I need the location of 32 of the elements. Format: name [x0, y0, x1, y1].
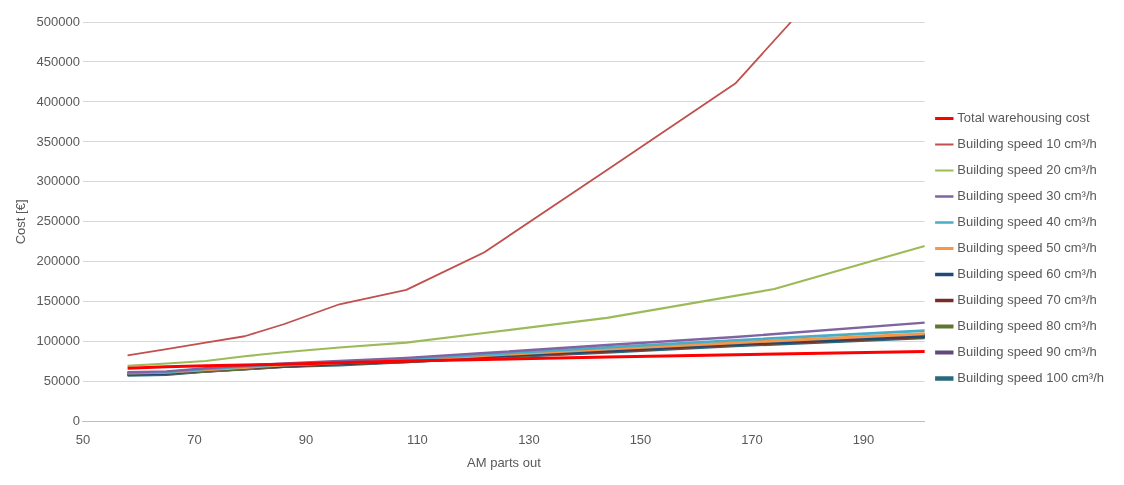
x-tick-label: 70: [187, 432, 202, 448]
x-tick-label: 170: [741, 432, 763, 448]
y-tick-label: 300000: [36, 173, 80, 189]
x-tick-label: 90: [298, 432, 314, 448]
y-tick-label: 350000: [36, 133, 80, 149]
y-tick-label: 100000: [36, 333, 80, 349]
x-tick-label: 190: [852, 432, 875, 448]
y-tick-label: 0: [72, 413, 80, 429]
legend-label: Building speed 20 cm³/h: [957, 162, 1097, 178]
y-tick-label: 450000: [36, 53, 80, 69]
x-axis-title: AM parts out: [467, 454, 542, 470]
legend-label: Building speed 100 cm³/h: [957, 370, 1104, 386]
legend-label: Building speed 80 cm³/h: [957, 318, 1097, 334]
y-tick-label: 500000: [36, 13, 80, 29]
legend-label: Building speed 70 cm³/h: [957, 292, 1097, 308]
x-tick-label: 50: [75, 432, 91, 448]
y-tick-label: 200000: [36, 253, 80, 269]
y-tick-label: 400000: [36, 93, 80, 109]
legend-label: Building speed 10 cm³/h: [957, 136, 1097, 152]
x-tick-label: 130: [518, 432, 540, 448]
legend-label: Total warehousing cost: [957, 110, 1090, 126]
y-tick-label: 250000: [36, 213, 80, 229]
legend-label: Building speed 90 cm³/h: [957, 344, 1097, 360]
x-tick-label: 110: [407, 432, 428, 448]
y-tick-label: 50000: [43, 373, 80, 389]
legend-label: Building speed 50 cm³/h: [957, 240, 1097, 256]
legend-label: Building speed 40 cm³/h: [957, 214, 1097, 230]
legend-label: Building speed 30 cm³/h: [957, 188, 1097, 204]
legend-label: Building speed 60 cm³/h: [957, 266, 1097, 282]
y-axis-title: Cost [€]: [13, 199, 29, 245]
y-tick-label: 150000: [36, 293, 80, 309]
x-tick-label: 150: [629, 432, 652, 448]
